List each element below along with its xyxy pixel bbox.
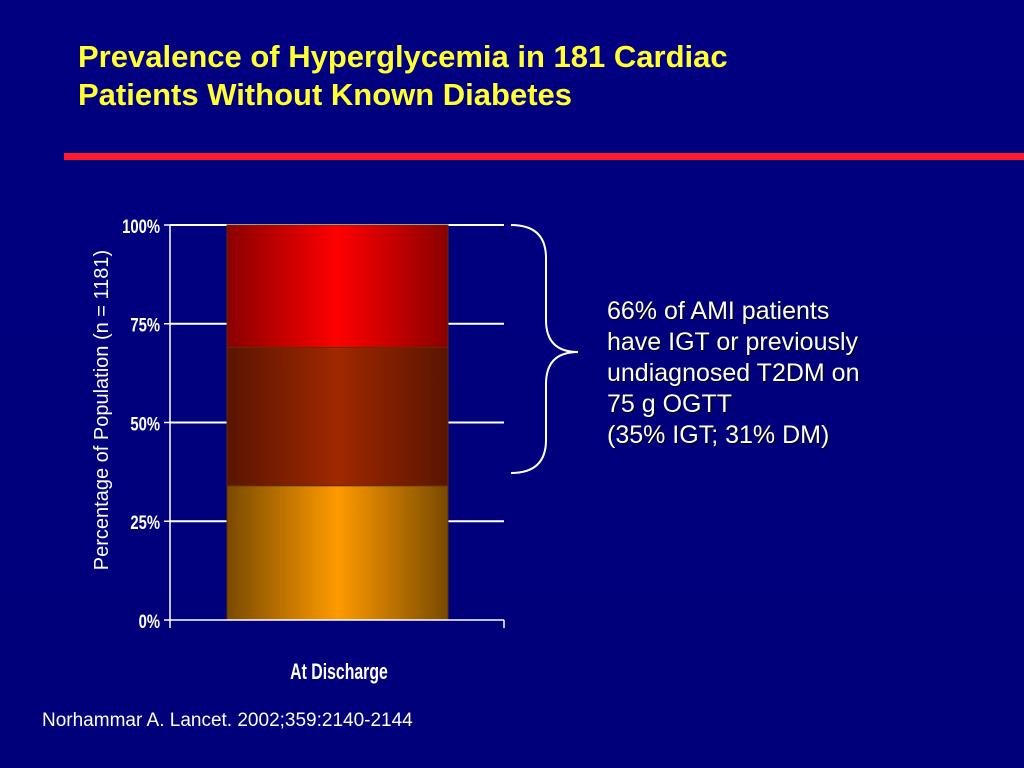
y-tick-label: 50%	[130, 414, 160, 435]
bar-stack	[226, 224, 449, 621]
x-category-label: At Discharge	[290, 661, 388, 685]
axes	[164, 224, 505, 628]
y-tick-label: 25%	[130, 513, 160, 534]
title-line-2: Patients Without Known Diabetes	[78, 77, 573, 112]
y-tick-label: 100%	[122, 216, 160, 237]
annotation-line-5: (35% IGT; 31% DM)	[607, 421, 830, 449]
title-divider	[64, 153, 1024, 160]
annotation-line-4: 75 g OGTT	[607, 390, 733, 418]
citation: Norhammar A. Lancet. 2002;359:2140-2144	[42, 710, 413, 731]
tick-labels: 0% 25% 50% 75% 100% At Discharge	[122, 216, 388, 684]
curly-brace	[510, 224, 579, 474]
slide-title: Prevalence of Hyperglycemia in 181 Cardi…	[78, 38, 978, 114]
bar-segment-1	[226, 346, 449, 487]
bar-segment-0	[226, 485, 449, 621]
title-line-1: Prevalence of Hyperglycemia in 181 Cardi…	[78, 39, 728, 74]
y-tick-label: 0%	[139, 611, 160, 632]
annotation-line-1: 66% of AMI patients	[607, 297, 830, 325]
bar-segment-2	[226, 224, 449, 348]
annotation-text: 66% of AMI patients have IGT or previous…	[607, 296, 987, 451]
annotation-line-3: undiagnosed T2DM on	[607, 359, 860, 387]
y-tick-label: 75%	[130, 315, 160, 336]
annotation-line-2: have IGT or previously	[607, 328, 859, 356]
y-axis-label: Percentage of Population (n = 1181)	[91, 250, 113, 570]
